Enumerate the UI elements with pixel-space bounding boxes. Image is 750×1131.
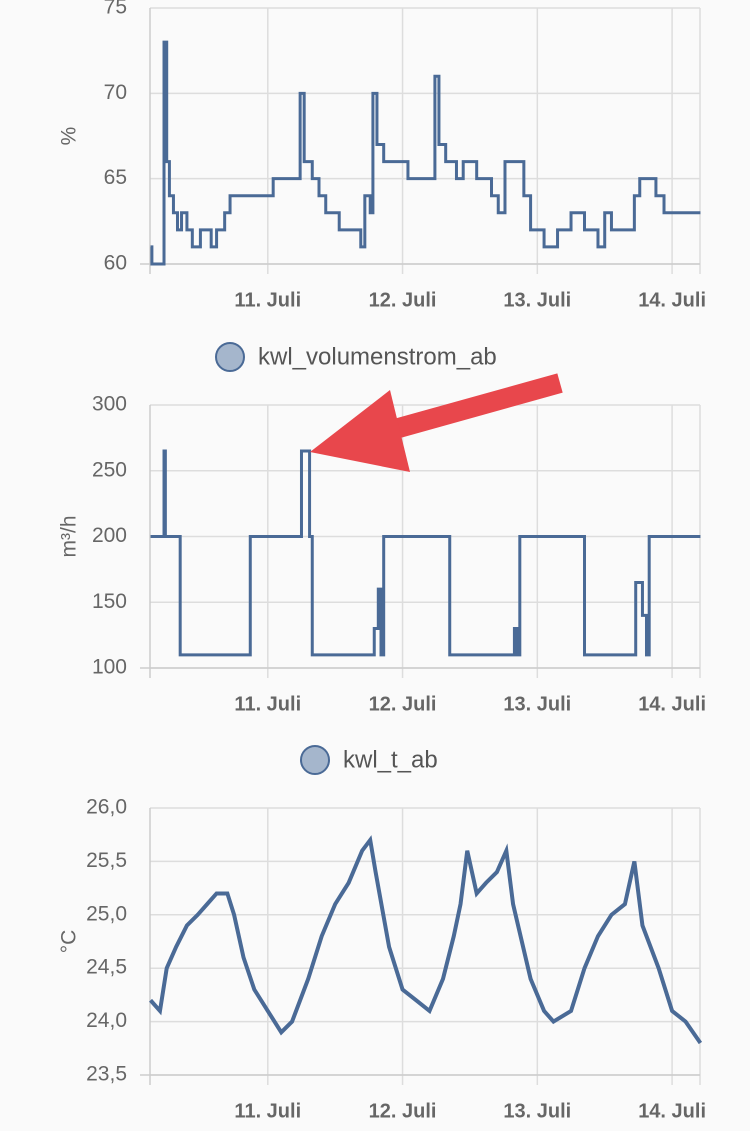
y-axis-label: m³/h <box>58 516 81 558</box>
y-tick-label: 75 <box>104 0 127 19</box>
data-line <box>149 835 703 1045</box>
x-tick-label: 13. Juli <box>503 289 571 311</box>
x-tick-label: 11. Juli <box>234 693 301 715</box>
x-tick-label: 11. Juli <box>234 1100 301 1122</box>
x-tick-label: 13. Juli <box>503 1100 571 1122</box>
arrow-head <box>310 390 410 472</box>
y-tick-label: 70 <box>104 81 127 104</box>
x-tick-label: 14. Juli <box>638 693 706 715</box>
legend-label: kwl_t_ab <box>343 746 438 773</box>
legend-marker <box>215 342 245 372</box>
y-tick-label: 150 <box>92 590 127 613</box>
y-tick-label: 26,0 <box>86 796 127 819</box>
arrow-shaft <box>367 373 563 446</box>
x-tick-label: 14. Juli <box>638 1100 706 1122</box>
y-tick-label: 25,0 <box>86 902 127 925</box>
y-tick-label: 200 <box>92 524 127 547</box>
legend-marker <box>300 745 330 775</box>
x-tick-label: 12. Juli <box>369 289 437 311</box>
x-tick-label: 11. Juli <box>234 289 301 311</box>
y-tick-label: 250 <box>92 458 127 481</box>
legend-label: kwl_volumenstrom_ab <box>258 343 497 370</box>
data-line <box>150 40 701 266</box>
x-tick-label: 13. Juli <box>503 693 571 715</box>
y-axis-label: % <box>58 127 81 146</box>
y-tick-label: 23,5 <box>86 1063 127 1086</box>
data-line <box>150 449 701 657</box>
y-tick-label: 60 <box>104 252 127 275</box>
red-arrow <box>310 373 563 472</box>
y-tick-label: 24,0 <box>86 1009 127 1032</box>
y-tick-label: 65 <box>104 166 127 189</box>
y-tick-label: 24,5 <box>86 956 127 979</box>
y-tick-label: 25,5 <box>86 849 127 872</box>
x-tick-label: 12. Juli <box>369 1100 437 1122</box>
x-tick-label: 12. Juli <box>369 693 437 715</box>
x-tick-label: 14. Juli <box>638 289 706 311</box>
y-tick-label: 300 <box>92 393 127 416</box>
y-axis-label: °C <box>58 930 81 954</box>
y-tick-label: 100 <box>92 656 127 679</box>
